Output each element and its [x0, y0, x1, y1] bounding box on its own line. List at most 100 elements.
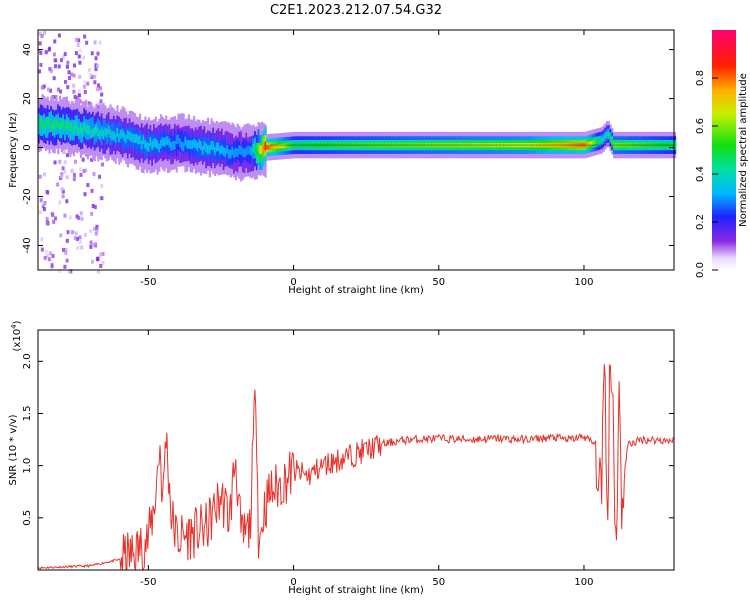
spectrogram-cell [175, 135, 178, 145]
spectrogram-x-ticks: -50 0 50 100 [140, 30, 594, 288]
spectrogram-cell [44, 121, 48, 131]
spectrogram-speckle [45, 254, 49, 259]
spectrogram-speckle [96, 64, 100, 69]
spectrogram-speckle [93, 74, 97, 79]
spectrogram-speckle [79, 211, 83, 216]
spectrogram-cell [247, 145, 250, 155]
spectrogram-speckle [45, 221, 49, 226]
spectrogram-y-ticks: -40 -20 0 20 40 [22, 43, 674, 254]
spectrogram-speckle [90, 188, 94, 193]
spectrogram-cell [81, 127, 84, 137]
spectrogram-speckle [94, 231, 98, 236]
spectrogram-speckle [64, 250, 68, 255]
spectrogram-speckle [38, 210, 42, 215]
spectrogram-cell [227, 149, 231, 159]
spectrogram-speckle [96, 104, 100, 109]
spectrogram-cell [593, 140, 596, 145]
spectrogram-speckle [93, 226, 97, 231]
spectrogram-cell [602, 136, 605, 141]
spectrogram-cell [119, 129, 123, 139]
spectrogram-speckle [72, 89, 76, 94]
snr-x-tick-label: -50 [140, 577, 156, 588]
spectrogram-cell [213, 146, 217, 156]
spectrogram-speckle [67, 76, 71, 81]
spectrogram-cell [269, 144, 272, 150]
spectrogram-speckle [81, 55, 85, 60]
spectrogram-speckle [49, 88, 53, 93]
spectrogram-cell [262, 145, 265, 155]
snr-y-tick-label: 0.5 [22, 510, 33, 526]
spectrogram-speckle [92, 172, 96, 177]
spectrogram-cell [226, 145, 229, 154]
spectrogram-x-tick-label: 50 [432, 277, 445, 288]
spectrogram-speckle [94, 63, 98, 68]
spectrogram-speckle [94, 56, 98, 61]
snr-x-ticks: -50 0 50 100 [140, 330, 594, 588]
spectrogram-speckle [99, 263, 103, 268]
spectrogram-speckle [99, 99, 103, 104]
spectrogram-cell [139, 135, 142, 145]
spectrogram-speckle [63, 170, 67, 175]
spectrogram-speckle [77, 88, 81, 93]
spectrogram-cell [170, 142, 173, 151]
snr-background [38, 330, 674, 570]
spectrogram-speckle [90, 259, 94, 264]
spectrogram-cell [50, 110, 53, 132]
spectrogram-cell [57, 119, 60, 128]
spectrogram-cell [140, 140, 143, 150]
spectrogram-speckle [62, 248, 66, 253]
spectrogram-y-tick-label: -20 [22, 188, 33, 204]
spectrogram-cell [196, 142, 199, 152]
spectrogram-speckle [77, 54, 81, 59]
spectrogram-cell [102, 119, 105, 140]
spectrogram-speckle [75, 214, 79, 219]
spectrogram-speckle [63, 79, 67, 84]
figure-title: C2E1.2023.212.07.54.G32 [270, 3, 442, 18]
colorbar-tick-label: 0.2 [695, 214, 706, 230]
spectrogram-speckle [58, 269, 62, 274]
spectrogram-speckle [72, 172, 76, 177]
spectrogram-cell [51, 121, 55, 131]
spectrogram-cell [600, 138, 603, 143]
spectrogram-cell [217, 142, 220, 163]
spectrogram-speckle [49, 68, 53, 73]
snr-y-label: SNR (10 * v/v) [8, 414, 19, 485]
spectrogram-speckle [72, 73, 76, 78]
spectrogram-cell [46, 116, 49, 126]
spectrogram-cell [88, 125, 91, 135]
snr-y-tick-label: 1.0 [22, 458, 33, 474]
spectrogram-speckle [83, 80, 87, 85]
spectrogram-cell [592, 140, 595, 146]
spectrogram-cell [60, 121, 63, 131]
spectrogram-cell [217, 142, 220, 152]
spectrogram-cell [132, 133, 135, 143]
spectrogram-cell [102, 129, 105, 139]
spectrogram-speckle [98, 174, 102, 179]
spectrogram-speckle [41, 201, 45, 206]
spectrogram-cell [257, 143, 260, 164]
snr-y-multiplier: (x104) [10, 320, 23, 351]
spectrogram-speckle [82, 84, 86, 89]
spectrogram-cell [65, 119, 69, 129]
spectrogram-speckle [48, 46, 52, 51]
spectrogram-cell [72, 126, 75, 136]
spectrogram-speckle [98, 102, 102, 107]
spectrogram-speckle [98, 40, 102, 45]
spectrogram-speckle [65, 238, 69, 243]
spectrogram-speckle [75, 37, 79, 42]
spectrogram-cell [595, 139, 598, 145]
spectrogram-cell [210, 141, 213, 150]
spectrogram-cell [281, 143, 285, 149]
spectrogram-cell [274, 144, 278, 149]
spectrogram-cell [111, 131, 114, 141]
spectrogram-cell [194, 139, 197, 149]
spectrogram-y-tick-label: 0 [22, 144, 33, 150]
spectrogram-cell [90, 129, 93, 139]
spectrogram-cell [210, 139, 213, 161]
spectrogram-cell [229, 149, 232, 159]
spectrogram-cell [234, 147, 238, 157]
spectrogram-frame [37, 29, 675, 271]
spectrogram-speckle [65, 175, 69, 180]
spectrogram-speckle [72, 177, 76, 182]
spectrogram-speckle [100, 92, 104, 97]
